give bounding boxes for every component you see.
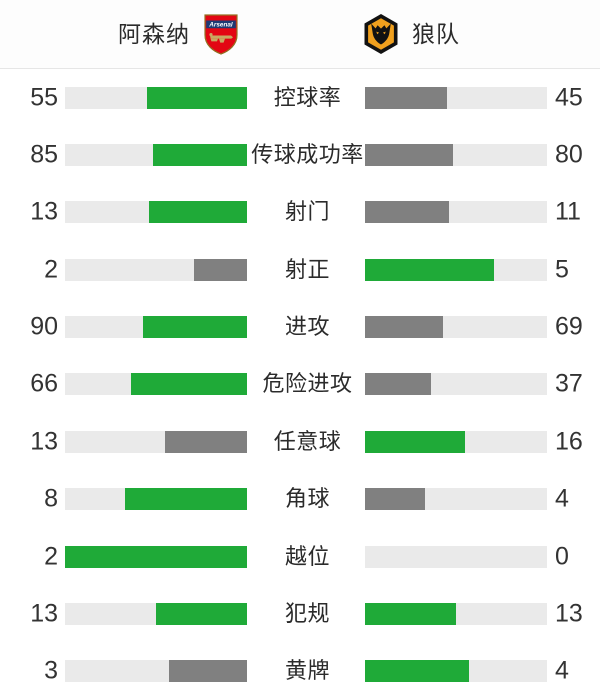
stat-label: 任意球 — [273, 428, 342, 454]
home-team-name: 阿森纳 — [118, 20, 190, 47]
away-value: 13 — [555, 599, 583, 628]
home-value: 2 — [44, 255, 58, 284]
home-bar-track — [65, 545, 247, 568]
away-bar-fill — [365, 660, 469, 683]
stat-row: 90 进攻 69 — [0, 298, 600, 355]
svg-text:Arsenal: Arsenal — [208, 22, 233, 29]
stats-rows: 55 控球率 45 85 传球成功率 80 13 射门 11 2 射正 5 90 进攻 69 66 危险进攻 37… — [0, 69, 600, 700]
away-value: 4 — [555, 484, 569, 513]
home-value: 3 — [44, 656, 58, 685]
home-value: 90 — [30, 312, 58, 341]
away-value: 4 — [555, 656, 569, 685]
home-value: 13 — [30, 599, 58, 628]
away-bar-track — [365, 201, 547, 224]
home-bar-fill — [148, 201, 247, 224]
stat-label: 进攻 — [284, 314, 330, 340]
home-bar-fill — [130, 373, 247, 396]
stat-label: 控球率 — [273, 84, 342, 110]
away-team: 狼队 — [358, 11, 460, 57]
home-value: 8 — [44, 484, 58, 513]
away-bar-track — [365, 373, 547, 396]
home-bar-fill — [168, 660, 247, 683]
home-value: 13 — [30, 427, 58, 456]
home-bar-fill — [153, 144, 247, 167]
home-bar-track — [65, 430, 247, 453]
away-value: 69 — [555, 312, 583, 341]
away-value: 11 — [555, 197, 581, 226]
away-bar-track — [365, 316, 547, 339]
away-value: 37 — [555, 369, 583, 398]
home-value: 55 — [30, 83, 58, 112]
stat-label: 黄牌 — [284, 658, 330, 684]
stat-label: 越位 — [284, 543, 330, 569]
arsenal-crest-icon: Arsenal — [198, 11, 244, 57]
away-bar-track — [365, 430, 547, 453]
home-value: 66 — [30, 369, 58, 398]
home-value: 85 — [30, 140, 58, 169]
away-bar-fill — [365, 258, 495, 281]
stat-label: 危险进攻 — [262, 371, 353, 397]
stat-label: 射正 — [284, 256, 330, 282]
home-bar-track — [65, 144, 247, 167]
away-bar-fill — [365, 316, 444, 339]
away-bar-fill — [365, 201, 449, 224]
home-bar-track — [65, 660, 247, 683]
home-bar-fill — [146, 86, 247, 109]
away-team-name: 狼队 — [412, 20, 460, 47]
away-bar-track — [365, 488, 547, 511]
stat-label: 犯规 — [284, 600, 330, 626]
home-bar-fill — [156, 602, 247, 625]
home-bar-track — [65, 316, 247, 339]
stat-row: 3 黄牌 4 — [0, 643, 600, 700]
stat-row: 13 任意球 16 — [0, 413, 600, 470]
match-header: 阿森纳 Arsenal — [0, 0, 600, 69]
home-value: 2 — [44, 542, 58, 571]
away-value: 80 — [555, 140, 583, 169]
stat-row: 2 射正 5 — [0, 241, 600, 298]
home-bar-track — [65, 86, 247, 109]
stat-row: 66 危险进攻 37 — [0, 356, 600, 413]
home-bar-fill — [65, 545, 247, 568]
away-bar-track — [365, 86, 547, 109]
away-value: 16 — [555, 427, 583, 456]
home-bar-track — [65, 201, 247, 224]
stat-row: 55 控球率 45 — [0, 69, 600, 126]
away-bar-track — [365, 545, 547, 568]
home-bar-fill — [125, 488, 247, 511]
home-bar-track — [65, 488, 247, 511]
away-bar-track — [365, 602, 547, 625]
home-bar-fill — [165, 430, 247, 453]
away-bar-fill — [365, 488, 426, 511]
away-bar-fill — [365, 373, 431, 396]
away-bar-track — [365, 258, 547, 281]
away-bar-track — [365, 144, 547, 167]
away-value: 0 — [555, 542, 569, 571]
home-bar-track — [65, 258, 247, 281]
wolves-crest-icon — [358, 11, 404, 57]
stat-row: 85 传球成功率 80 — [0, 126, 600, 183]
home-value: 13 — [30, 197, 58, 226]
away-bar-fill — [365, 430, 466, 453]
stat-row: 8 角球 4 — [0, 471, 600, 528]
away-value: 45 — [555, 83, 583, 112]
home-bar-track — [65, 602, 247, 625]
away-bar-fill — [365, 602, 456, 625]
away-bar-fill — [365, 86, 447, 109]
home-bar-track — [65, 373, 247, 396]
stat-row: 2 越位 0 — [0, 528, 600, 585]
stat-label: 角球 — [284, 486, 330, 512]
stat-row: 13 犯规 13 — [0, 585, 600, 642]
stat-label: 传球成功率 — [251, 142, 364, 168]
away-value: 5 — [555, 255, 569, 284]
home-bar-fill — [143, 316, 247, 339]
home-bar-fill — [194, 258, 247, 281]
home-team: 阿森纳 Arsenal — [118, 11, 244, 57]
stat-label: 射门 — [284, 199, 330, 225]
away-bar-fill — [365, 144, 454, 167]
away-bar-track — [365, 660, 547, 683]
stat-row: 13 射门 11 — [0, 184, 600, 241]
